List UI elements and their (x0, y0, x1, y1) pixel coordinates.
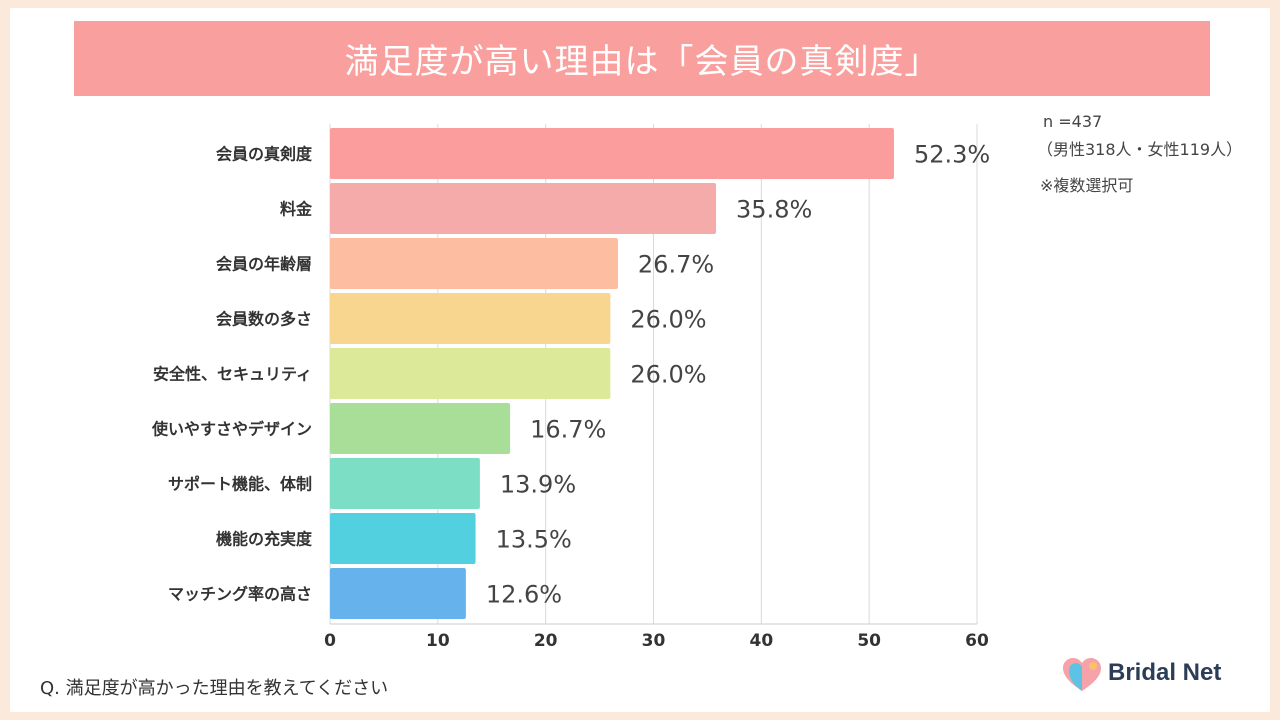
data-label: 35.8% (736, 196, 812, 224)
chart-title: 満足度が高い理由は「会員の真剣度」 (74, 21, 1210, 96)
bar (330, 348, 611, 399)
data-label: 26.0% (630, 361, 706, 389)
bar (330, 128, 894, 179)
category-label: 会員の真剣度 (216, 145, 313, 164)
x-tick-label: 30 (642, 631, 666, 651)
heart-logo-icon (1063, 658, 1101, 691)
x-tick-label: 0 (324, 631, 336, 651)
bar (330, 293, 611, 344)
bar (330, 183, 717, 234)
x-tick-label: 60 (965, 631, 989, 651)
data-label: 16.7% (530, 416, 606, 444)
category-label: 料金 (280, 200, 313, 219)
category-label: 安全性、セキュリティ (153, 365, 312, 384)
sample-breakdown: （男性318人・女性119人） (1037, 140, 1243, 159)
brand-name: Bridal Net (1108, 659, 1222, 686)
data-label: 52.3% (914, 141, 990, 169)
bar (330, 458, 480, 509)
data-label: 13.9% (500, 471, 576, 499)
data-label: 26.7% (638, 251, 714, 279)
x-tick-label: 50 (857, 631, 881, 651)
multiple-answers-note: ※複数選択可 (1040, 176, 1134, 195)
bridal-net-logo (1063, 658, 1101, 691)
category-label: サポート機能、体制 (168, 475, 312, 494)
category-label: 機能の充実度 (216, 530, 313, 549)
category-label: 会員数の多さ (216, 310, 312, 329)
data-label: 13.5% (496, 526, 572, 554)
category-label: マッチング率の高さ (168, 585, 312, 604)
bar (330, 403, 511, 454)
category-label: 会員の年齢層 (216, 255, 312, 274)
sample-size: n =437 (1043, 112, 1103, 131)
bar (330, 238, 618, 289)
x-tick-label: 10 (426, 631, 450, 651)
x-tick-label: 40 (749, 631, 773, 651)
data-label: 26.0% (630, 306, 706, 334)
data-label: 12.6% (486, 581, 562, 609)
bar (330, 568, 466, 619)
bar (330, 513, 476, 564)
chart-panel (10, 8, 1270, 712)
x-tick-label: 20 (534, 631, 558, 651)
category-label: 使いやすさやデザイン (151, 420, 312, 439)
survey-question: Q. 満足度が高かった理由を教えてください (40, 678, 389, 699)
